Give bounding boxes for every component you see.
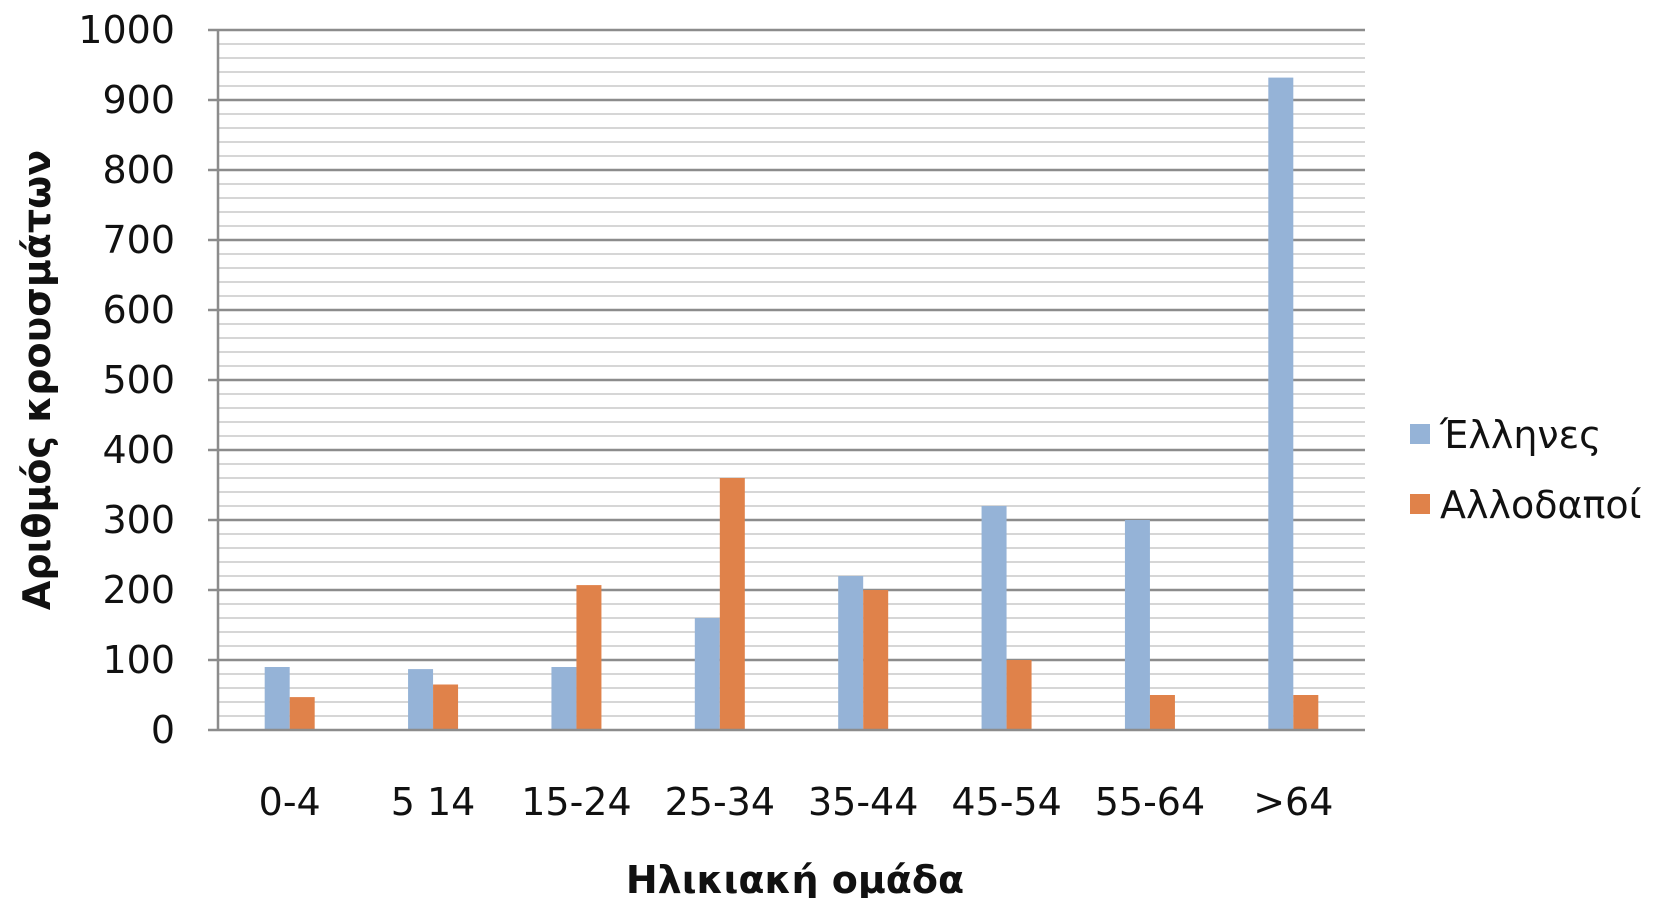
- bar-series-1-4: [694, 618, 720, 730]
- bar-series-2-1: [289, 697, 315, 730]
- bar-series-1-5: [838, 576, 864, 730]
- y-tick-label: 200: [102, 568, 175, 612]
- bar-series-1-1: [264, 667, 290, 730]
- bar-series-2-4: [719, 478, 745, 730]
- y-axis-title: Αριθμός κρουσμάτων: [15, 150, 59, 610]
- legend-swatch-series-2: [1410, 494, 1430, 514]
- axes: [208, 30, 1365, 732]
- legend-swatch-series-1: [1410, 424, 1430, 444]
- bars: [264, 77, 1319, 731]
- x-tick-label: 15-24: [521, 780, 631, 824]
- bar-series-1-3: [551, 667, 577, 730]
- y-tick-label: 500: [102, 358, 175, 402]
- y-tick-label: 1000: [78, 8, 175, 52]
- bar-series-1-2: [408, 669, 434, 730]
- bar-series-2-7: [1149, 695, 1175, 730]
- bar-series-1-6: [981, 506, 1007, 730]
- x-tick-labels: 0-4 5 14 15-24 25-34 35-44 45-54 55-64 >64: [259, 780, 1334, 824]
- bar-series-1-7: [1124, 520, 1150, 730]
- y-tick-label: 700: [102, 218, 175, 262]
- bar-series-2-5: [863, 590, 889, 730]
- x-tick-label: 25-34: [665, 780, 775, 824]
- x-tick-label: 45-54: [951, 780, 1061, 824]
- y-tick-label: 300: [102, 498, 175, 542]
- bar-series-2-2: [433, 684, 459, 730]
- legend-label-series-1: Έλληνες: [1439, 413, 1601, 457]
- y-tick-label: 900: [102, 78, 175, 122]
- legend-label-series-2: Αλλοδαποί: [1440, 483, 1642, 527]
- x-tick-label: >64: [1253, 780, 1333, 824]
- y-tick-labels: 0 100 200 300 400 500 600 700 800 900 1000: [78, 8, 175, 752]
- y-tick-label: 600: [102, 288, 175, 332]
- grid: [208, 28, 1365, 717]
- bar-series-1-8: [1268, 77, 1294, 731]
- bar-series-2-3: [576, 585, 602, 730]
- y-tick-label: 0: [151, 708, 175, 752]
- y-tick-label: 100: [102, 638, 175, 682]
- x-tick-label: 35-44: [808, 780, 918, 824]
- y-tick-label: 400: [102, 428, 175, 472]
- bar-series-2-8: [1293, 695, 1319, 730]
- x-tick-label: 0-4: [259, 780, 321, 824]
- bar-series-2-6: [1006, 660, 1032, 730]
- x-tick-label: 55-64: [1095, 780, 1205, 824]
- y-tick-label: 800: [102, 148, 175, 192]
- legend: Έλληνες Αλλοδαποί: [1410, 413, 1642, 527]
- x-axis-title: Ηλικιακή ομάδα: [626, 858, 964, 898]
- x-tick-label: 5 14: [391, 780, 476, 824]
